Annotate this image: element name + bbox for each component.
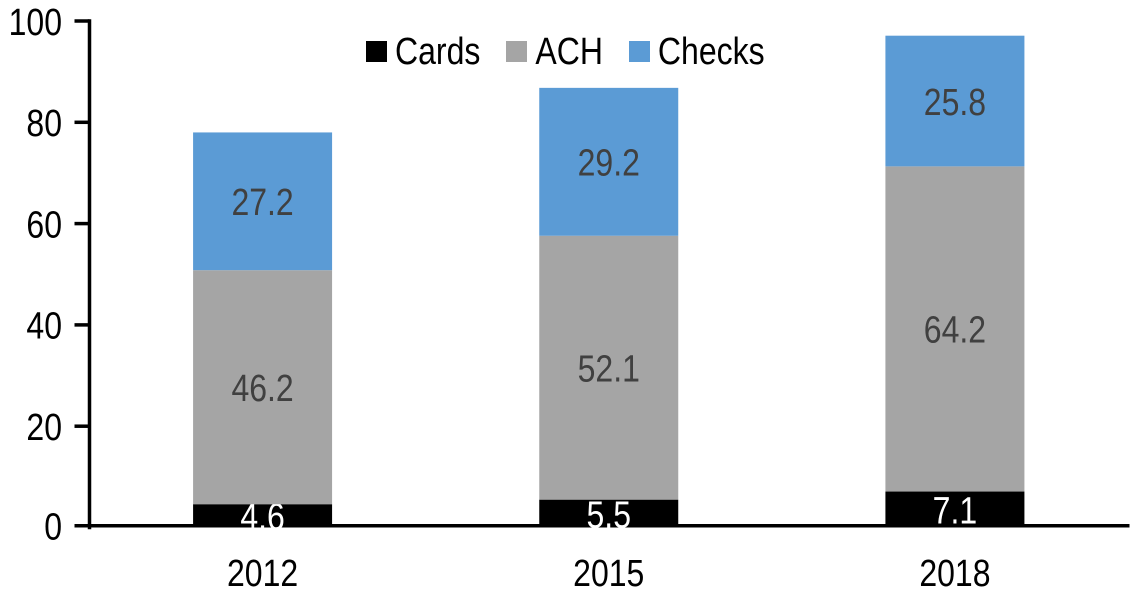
legend-item-cards: Cards [366,29,481,73]
bar-2018-cards [885,491,1025,528]
value-label-2018-cards: 7.1 [933,490,977,532]
value-label-2018-ach: 64.2 [924,309,986,351]
bar-2015-checks [539,87,679,236]
x-category-label: 2015 [573,553,644,595]
legend-swatch-checks [628,40,650,62]
bar-2018-ach [885,166,1025,492]
bar-2012-ach [193,270,333,505]
x-category-label: 2018 [919,553,990,595]
legend-item-checks: Checks [628,29,765,73]
bar-2012-cards [193,504,333,528]
y-tick-label: 0 [44,506,62,548]
bar-2012-checks [193,132,333,271]
value-label-2015-checks: 29.2 [578,142,640,184]
value-label-2012-checks: 27.2 [231,182,293,224]
value-label-2015-ach: 52.1 [578,348,640,390]
value-label-2012-ach: 46.2 [231,368,293,410]
y-tick-label: 20 [26,407,62,449]
y-tick-label: 40 [26,305,62,347]
bar-2015-cards [539,499,679,528]
chart-legend: Cards ACH Checks [366,29,765,73]
legend-label-cards: Cards [395,29,481,73]
value-label-2018-checks: 25.8 [924,81,986,123]
value-label-2015-cards: 5.5 [587,494,631,536]
bar-2015-ach [539,235,679,500]
legend-label-checks: Checks [657,29,765,73]
y-tick-label: 100 [9,1,62,43]
y-tick-label: 60 [26,204,62,246]
x-category-label: 2012 [227,553,298,595]
legend-label-ach: ACH [535,29,603,73]
bar-2018-checks [885,35,1025,167]
legend-swatch-cards [366,40,387,62]
legend-item-ach: ACH [506,29,603,73]
y-tick-label: 80 [26,103,62,145]
legend-swatch-ach [506,40,528,62]
